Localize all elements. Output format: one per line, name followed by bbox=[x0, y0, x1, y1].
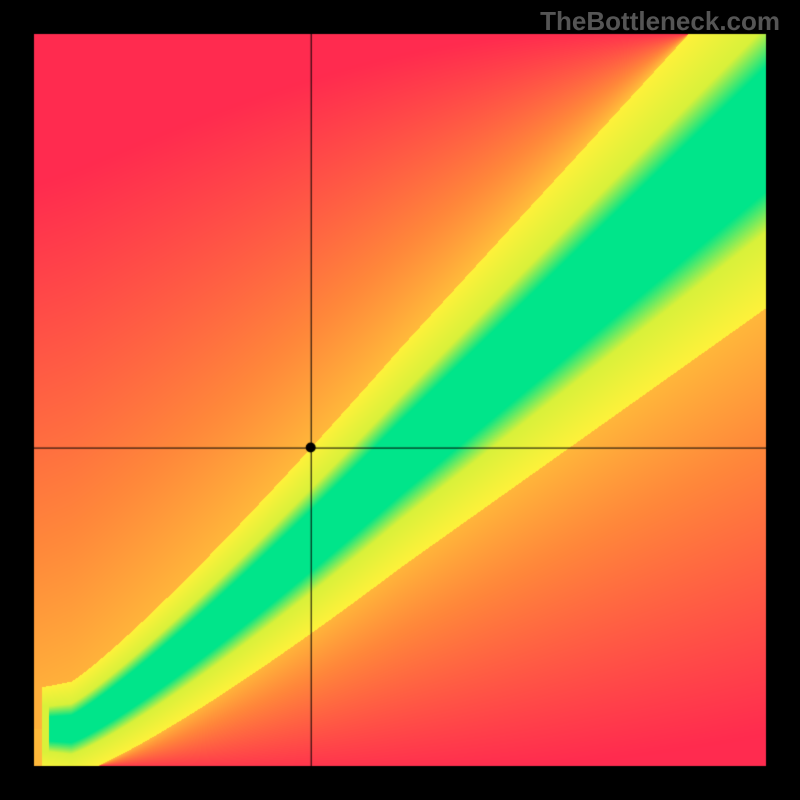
watermark-text: TheBottleneck.com bbox=[540, 6, 780, 37]
heatmap-canvas bbox=[0, 0, 800, 800]
chart-container: TheBottleneck.com bbox=[0, 0, 800, 800]
